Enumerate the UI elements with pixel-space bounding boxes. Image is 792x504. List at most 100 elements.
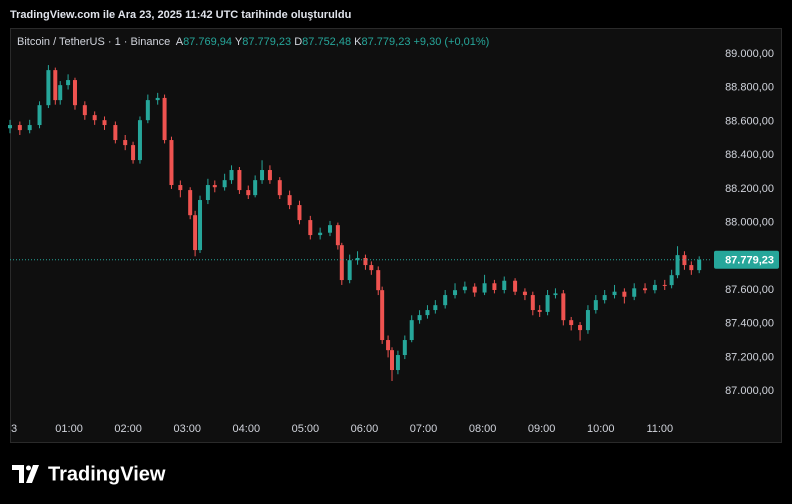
candle-body — [297, 205, 302, 221]
candle-body — [593, 300, 598, 311]
candle-body — [689, 265, 694, 271]
candle-body — [212, 185, 217, 188]
y-tick-label: 88.600,00 — [725, 115, 774, 127]
candle-body — [17, 125, 22, 131]
candle-body — [253, 180, 258, 196]
close-value: 87.779,23 — [362, 36, 411, 48]
x-tick-label: 04:00 — [233, 423, 261, 435]
y-tick-label: 88.400,00 — [725, 149, 774, 161]
x-tick-label: 08:00 — [469, 423, 497, 435]
candle-body — [492, 283, 497, 291]
candle-body — [622, 291, 627, 297]
candle-body — [169, 140, 174, 186]
x-tick-label: 10:00 — [587, 423, 615, 435]
x-tick-label: 09:00 — [528, 423, 556, 435]
candle-body — [363, 257, 368, 266]
x-tick-label: 01:00 — [55, 423, 83, 435]
candle-body — [267, 170, 272, 181]
candle-body — [697, 259, 702, 271]
low-label: D — [294, 36, 302, 48]
candle-body — [308, 220, 313, 236]
candle-body — [53, 70, 58, 101]
change: +9,30 (+0,01%) — [414, 36, 490, 48]
y-tick-label: 87.200,00 — [725, 351, 774, 363]
x-tick-label: 06:00 — [351, 423, 379, 435]
candle-body — [113, 125, 118, 141]
candle-body — [643, 288, 648, 291]
candle-body — [27, 125, 32, 131]
candle-body — [545, 295, 550, 312]
legend: Bitcoin / TetherUS · 1 · Binance A87.769… — [17, 36, 489, 48]
candle-body — [137, 120, 142, 161]
candle-body — [193, 215, 198, 251]
y-tick-label: 87.000,00 — [725, 385, 774, 397]
y-tick-label: 88.800,00 — [725, 82, 774, 94]
candle-body — [443, 295, 448, 306]
candle-body — [553, 293, 558, 296]
logo: TradingView — [12, 463, 166, 485]
candle-body — [347, 260, 352, 281]
candle-body — [433, 305, 438, 311]
candle-body — [662, 284, 667, 286]
candle-body — [386, 340, 391, 351]
candle-body — [287, 195, 292, 206]
y-tick-label: 87.400,00 — [725, 318, 774, 330]
candle-body — [82, 105, 87, 116]
candle-body — [155, 97, 160, 101]
candle-body — [462, 286, 467, 291]
candle-body — [602, 295, 607, 301]
candle-body — [237, 170, 242, 191]
candle-body — [513, 280, 518, 292]
logo-icon — [26, 465, 31, 471]
x-tick-label: 07:00 — [410, 423, 438, 435]
candle-body — [537, 310, 542, 312]
candle-body — [632, 288, 637, 297]
logo-icon — [12, 465, 24, 483]
candle-body — [327, 225, 332, 233]
candle-body — [402, 340, 407, 356]
candle-body — [675, 255, 680, 276]
candle-body — [355, 257, 360, 261]
candle-body — [453, 290, 458, 296]
candle-body — [417, 315, 422, 321]
candle-body — [569, 320, 574, 326]
candle-body — [376, 270, 381, 291]
candle-body — [522, 291, 527, 296]
caption: TradingView.com ile Ara 23, 2025 11:42 U… — [10, 9, 351, 21]
close-label: K — [354, 36, 362, 48]
candle-body — [145, 100, 150, 121]
y-tick-label: 88.000,00 — [725, 217, 774, 229]
candle-body — [246, 190, 251, 196]
candle-body — [92, 115, 97, 121]
candle-body — [277, 180, 282, 196]
candle-body — [682, 255, 687, 266]
candle-body — [390, 350, 395, 371]
candle-body — [425, 310, 430, 316]
candle-body — [8, 125, 12, 129]
candle-body — [198, 200, 203, 251]
candles — [8, 65, 702, 381]
candle-body — [482, 283, 487, 293]
logo-icon — [26, 465, 39, 483]
candle-body — [561, 293, 566, 321]
candle-body — [162, 97, 167, 141]
candle-body — [395, 355, 400, 371]
candle-body — [123, 140, 128, 146]
x-tick-label: 02:00 — [114, 423, 142, 435]
candle-body — [178, 185, 183, 191]
candle-body — [669, 275, 674, 286]
candle-body — [222, 180, 227, 188]
candle-body — [585, 310, 590, 331]
y-tick-label: 89.000,00 — [725, 48, 774, 60]
candle-body — [530, 295, 535, 311]
candle-body — [612, 291, 617, 296]
candle-body — [66, 80, 71, 86]
y-tick-label: 88.200,00 — [725, 183, 774, 195]
candle-body — [335, 225, 340, 246]
y-tick-label: 87.600,00 — [725, 284, 774, 296]
candle-body — [380, 290, 385, 341]
low-value: 87.752,48 — [302, 36, 351, 48]
candle-body — [369, 265, 374, 271]
